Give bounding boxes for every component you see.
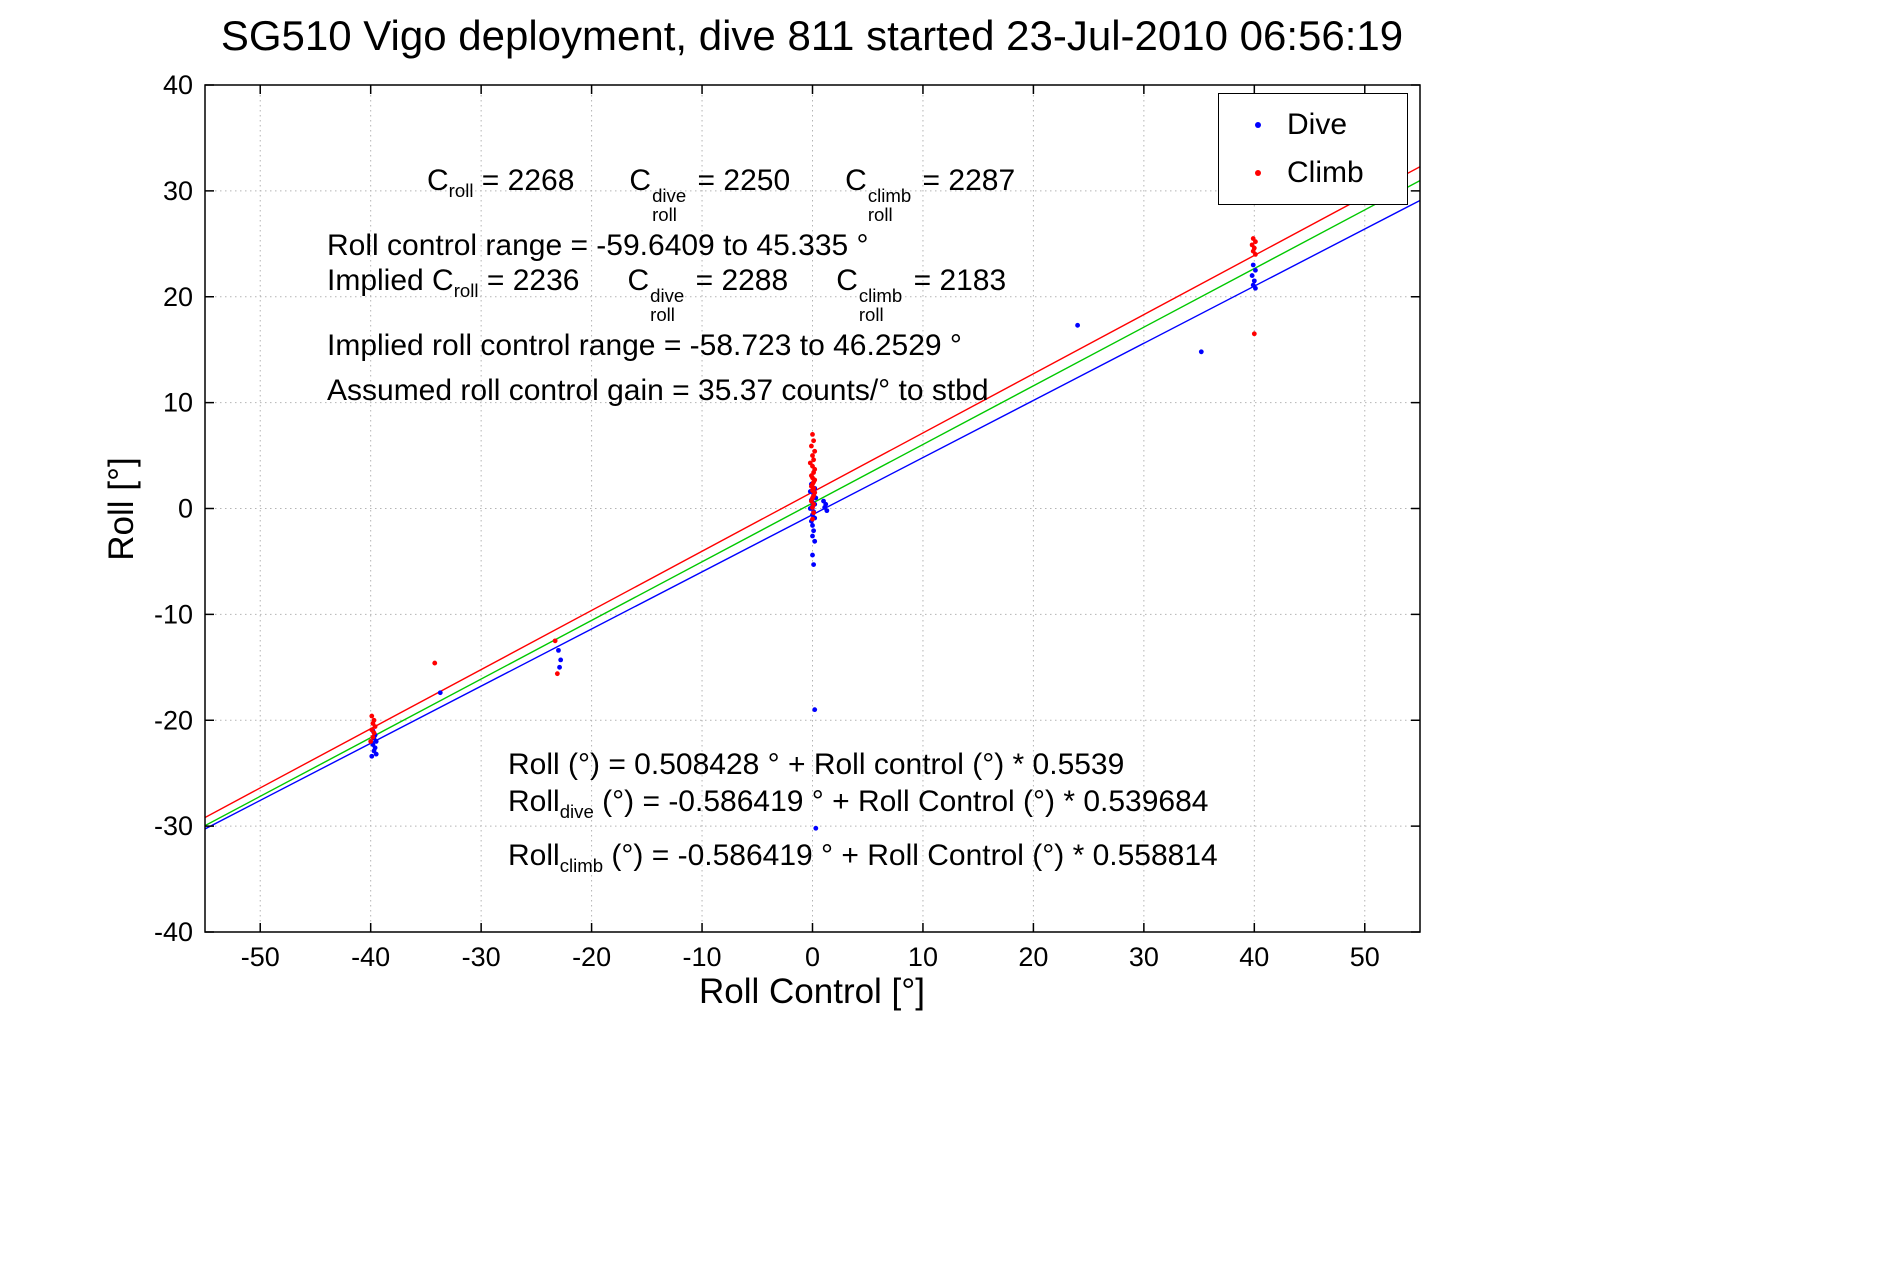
x-tick-label: 10 — [908, 942, 938, 972]
x-tick-label: -20 — [572, 942, 611, 972]
annotation-fit-equation-dive: Rolldive (°) = -0.586419 ° + Roll Contro… — [508, 785, 1209, 822]
legend-entry-dive: Dive — [1219, 101, 1407, 149]
x-tick-label: -50 — [241, 942, 280, 972]
x-tick-label: 30 — [1129, 942, 1159, 972]
y-tick-label: 40 — [163, 70, 193, 100]
climb-marker-icon — [1255, 170, 1261, 176]
y-tick-label: -30 — [154, 811, 193, 841]
y-tick-label: -20 — [154, 705, 193, 735]
x-tick-label: 40 — [1239, 942, 1269, 972]
x-tick-label: -40 — [351, 942, 390, 972]
x-tick-label: 50 — [1350, 942, 1380, 972]
y-tick-label: 0 — [178, 494, 193, 524]
y-tick-label: -10 — [154, 599, 193, 629]
x-tick-label: -30 — [462, 942, 501, 972]
x-tick-label: 0 — [805, 942, 820, 972]
y-axis-label: Roll [°] — [102, 457, 141, 561]
x-axis-label: Roll Control [°] — [698, 972, 926, 1011]
annotation-roll-control-range: Roll control range = -59.6409 to 45.335 … — [327, 229, 869, 262]
legend-dive-label: Dive — [1287, 108, 1348, 141]
legend: Dive Climb — [1218, 93, 1408, 205]
annotation-fit-equation-climb: Rollclimb (°) = -0.586419 ° + Roll Contr… — [508, 839, 1218, 876]
legend-entry-climb: Climb — [1219, 149, 1407, 197]
y-tick-label: 10 — [163, 388, 193, 418]
annotation-fit-equation-combined: Roll (°) = 0.508428 ° + Roll control (°)… — [508, 748, 1125, 781]
y-tick-label: 20 — [163, 282, 193, 312]
dive-marker-icon — [1255, 122, 1261, 128]
y-tick-label: 30 — [163, 176, 193, 206]
x-tick-label: -10 — [683, 942, 722, 972]
annotation-implied-roll-control-range: Implied roll control range = -58.723 to … — [327, 329, 962, 362]
x-tick-label: 20 — [1018, 942, 1048, 972]
legend-climb-label: Climb — [1287, 156, 1364, 189]
chart-title: SG510 Vigo deployment, dive 811 started … — [220, 12, 1404, 59]
y-tick-label: -40 — [154, 917, 193, 947]
annotation-assumed-roll-gain: Assumed roll control gain = 35.37 counts… — [327, 374, 989, 407]
